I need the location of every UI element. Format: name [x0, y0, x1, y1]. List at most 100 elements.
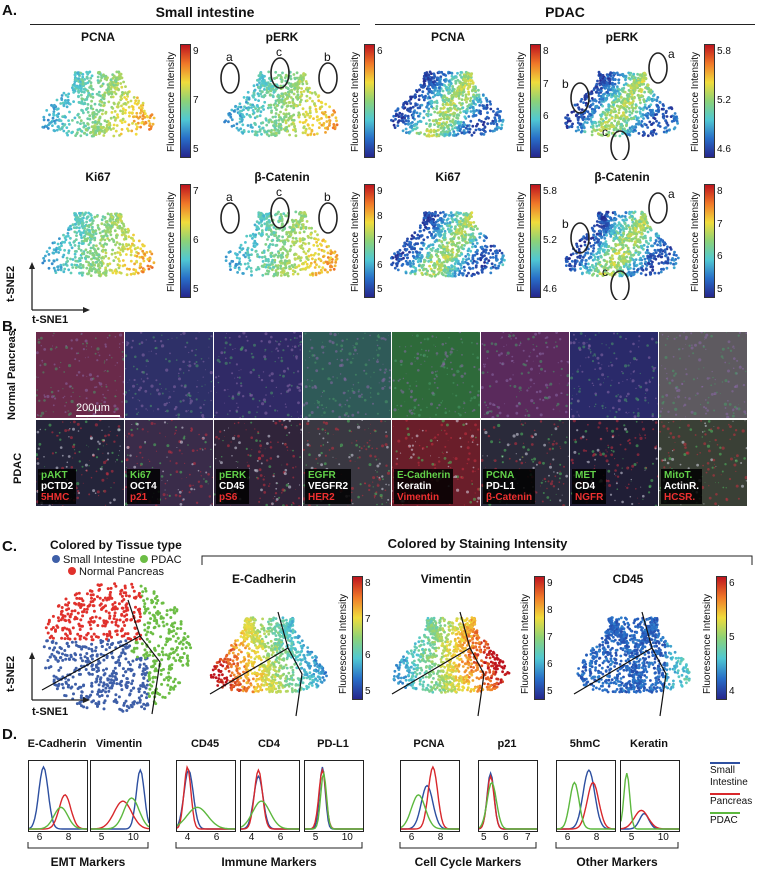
- panel-d-label: D.: [2, 726, 17, 743]
- tissue-texture: [392, 332, 480, 418]
- histogram-tick: 6: [564, 832, 571, 843]
- scatter-points: [209, 616, 328, 694]
- histogram-tick: 4: [184, 832, 191, 843]
- colorbar: Fluorescence Intensity 5.8 5.2 4.6: [516, 184, 576, 298]
- legend-label: Small Intestine: [63, 554, 136, 566]
- region-boundary: [469, 647, 485, 717]
- density-curve: [90, 800, 150, 830]
- histogram-title: 5hmC: [569, 738, 601, 750]
- colorbar-tick: 8: [717, 186, 723, 197]
- density-curve: [305, 766, 363, 830]
- scatter-points: [223, 70, 339, 138]
- legend-label: Small Intestine: [710, 765, 748, 788]
- colorbar-tick: 6: [377, 46, 383, 57]
- header-small-intestine: Small intestine: [155, 4, 255, 20]
- tissue-texture: [214, 332, 302, 418]
- histogram: [176, 760, 236, 832]
- colorbar-label: Fluorescence Intensity: [516, 191, 527, 292]
- tsne-scatter: a b c: [562, 48, 679, 160]
- oval-label: c: [602, 265, 608, 279]
- colorbar-tick: 7: [717, 218, 723, 230]
- tsne-scatter: a b c: [562, 188, 680, 300]
- scatter-points: [41, 70, 156, 138]
- pdac-image-tile: Ki67 OCT4 p21: [125, 420, 213, 506]
- pdac-image-tile: pERK CD45 pS6: [214, 420, 302, 506]
- legend-label: PDAC: [151, 554, 182, 566]
- colorbar-tick: 5: [193, 284, 199, 295]
- stain-label-box: pERK CD45 pS6: [216, 469, 250, 504]
- region-boundary: [651, 647, 667, 717]
- tsne-plot: Ki67 Fluorescence Intensity 7 6 5: [34, 170, 224, 308]
- histogram-title: p21: [497, 738, 517, 750]
- colorbar-label: Fluorescence Intensity: [702, 593, 713, 694]
- stain-red-label: Vimentin: [397, 492, 440, 503]
- pdac-image-tile: EGFR VEGFR2 HER2: [303, 420, 391, 506]
- colorbar-tick: 9: [377, 186, 383, 197]
- colorbar-tick: 7: [377, 235, 383, 246]
- colorbar-tick: 5: [365, 686, 371, 697]
- density-curve: [478, 781, 537, 830]
- highlight-oval: [270, 197, 290, 229]
- legend-line: [710, 762, 740, 764]
- highlight-oval: [648, 192, 668, 224]
- histogram-title: PD-L1: [317, 738, 349, 750]
- colorbar-gradient: [704, 44, 715, 158]
- scatter-points: [224, 210, 339, 278]
- stain-green-label: EGFR: [308, 470, 336, 481]
- highlight-oval: [610, 270, 630, 300]
- colorbar: Fluorescence Intensity 9 8 7 6 5: [520, 576, 580, 700]
- oval-label: c: [602, 125, 608, 139]
- stain-white-label: pCTD2: [41, 481, 74, 492]
- stain-red-label: HCSR.: [664, 492, 696, 503]
- histogram-tick: 6: [408, 832, 415, 843]
- stain-white-label: Keratin: [397, 481, 432, 492]
- colorbar-tick: 6: [729, 578, 735, 589]
- marker-group-bracket: [555, 842, 679, 849]
- marker-group-label: Other Markers: [576, 855, 658, 869]
- panel-c-bracket: [201, 555, 753, 565]
- colorbar-label: Fluorescence Intensity: [350, 51, 361, 152]
- colorbar-gradient: [530, 44, 541, 158]
- pdac-image-tile: pAKT pCTD2 5HMC: [36, 420, 124, 506]
- scale-bar: [76, 415, 120, 417]
- intensity-plot-title: Vimentin: [420, 572, 472, 586]
- tsne-plot: PCNA Fluorescence Intensity 9 7 5: [34, 30, 224, 168]
- colorbar-tick: 6: [547, 659, 553, 670]
- axis-label-tsne2-c: t-SNE2: [5, 655, 17, 692]
- tissue-texture: [125, 332, 213, 418]
- tsne-plot: pERK a b c Fluorescence Intensity 5.8 5.2 4.6: [558, 30, 748, 168]
- tsne-plot-title: PCNA: [430, 30, 465, 44]
- colorbar: Fluorescence Intensity 9 7 5: [166, 44, 226, 158]
- colorbar-label: Fluorescence Intensity: [516, 51, 527, 152]
- oval-label: a: [226, 50, 233, 64]
- stain-green-label: E-Cadherin: [397, 470, 451, 481]
- tsne-scatter: [41, 70, 156, 138]
- intensity-scatter: [391, 611, 511, 717]
- histogram: [620, 760, 680, 832]
- marker-group-bracket: [399, 842, 537, 849]
- colorbar: Fluorescence Intensity 9 8 7 6 5: [350, 184, 410, 298]
- legend-dot: [68, 567, 76, 575]
- stain-red-label: β-Catenin: [486, 492, 533, 503]
- oval-label: a: [226, 190, 233, 204]
- tsne-axis-arrows: [29, 262, 90, 313]
- colorbar-tick: 4: [729, 686, 735, 697]
- histogram-title: Vimentin: [95, 738, 143, 750]
- histogram-tick: 5: [480, 832, 487, 843]
- highlight-oval: [570, 82, 590, 114]
- colorbar-tick: 7: [193, 95, 199, 106]
- tsne-plot-title: pERK: [605, 30, 639, 44]
- colorbar-tick: 6: [717, 251, 723, 263]
- histogram-tick: 7: [525, 832, 531, 843]
- tsne-scatter: [41, 211, 156, 278]
- colorbar-tick: 9: [193, 46, 199, 57]
- stain-label-box: EGFR VEGFR2 HER2: [305, 469, 352, 504]
- legend-dot: [52, 555, 60, 563]
- colorbar: Fluorescence Intensity 8 7 6 5: [516, 44, 576, 158]
- panel-a-label: A.: [2, 2, 17, 19]
- density-curve: [91, 797, 150, 830]
- region-boundary: [287, 647, 303, 717]
- density-curve: [176, 806, 236, 830]
- panel-c-left-title: Colored by Tissue type: [50, 538, 182, 552]
